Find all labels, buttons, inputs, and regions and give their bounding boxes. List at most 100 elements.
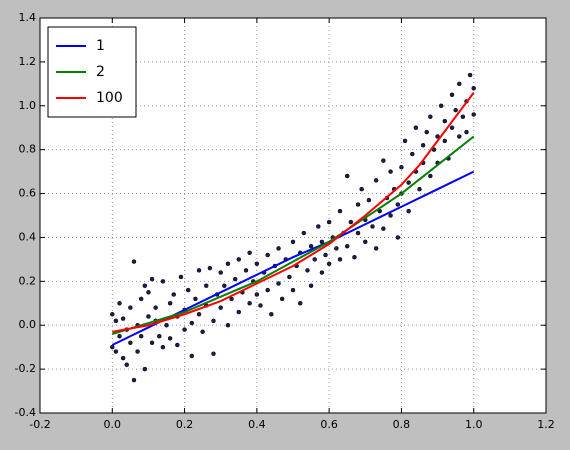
scatter-point [167, 301, 173, 306]
scatter-point [196, 268, 202, 273]
scatter-point [410, 151, 415, 157]
scatter-point [435, 134, 440, 139]
x-tick-label: -0.2 [29, 418, 50, 431]
x-tick-label: 0.4 [248, 418, 266, 431]
y-tick-label: 1.4 [19, 11, 37, 24]
scatter-point [290, 287, 296, 293]
scatter-point [120, 355, 126, 361]
scatter-point [171, 292, 176, 297]
scatter-point [395, 202, 401, 207]
scatter-point [438, 103, 444, 109]
scatter-point [178, 274, 184, 280]
scatter-point [218, 270, 223, 275]
scatter-point [110, 312, 115, 317]
scatter-point [247, 301, 252, 306]
x-tick-label: 0.8 [393, 418, 411, 431]
scatter-point [388, 213, 393, 218]
scatter-point [366, 197, 372, 203]
scatter-point [373, 246, 379, 251]
scatter-point [131, 259, 137, 264]
scatter-point [142, 366, 148, 372]
scatter-point [319, 270, 325, 275]
scatter-point [182, 327, 187, 332]
scatter-point [138, 296, 144, 302]
scatter-point [334, 246, 339, 251]
scatter-point [355, 230, 361, 236]
scatter-point [211, 351, 216, 356]
scatter-point [352, 254, 357, 260]
y-tick-label: 0.0 [19, 318, 37, 331]
scatter-point [428, 173, 433, 179]
scatter-point [457, 81, 462, 87]
scatter-point [442, 118, 448, 124]
scatter-point [308, 243, 314, 249]
x-tick-label: 0.6 [320, 418, 338, 431]
scatter-point [344, 243, 350, 249]
scatter-point [236, 309, 242, 315]
x-tick-label: 1.0 [465, 418, 483, 431]
scatter-point [312, 257, 317, 262]
scatter-point [279, 296, 285, 302]
scatter-point [370, 224, 375, 229]
y-tick-label: 0.4 [19, 230, 37, 243]
scatter-point [189, 353, 195, 359]
scatter-point [442, 138, 448, 144]
scatter-point [131, 377, 137, 383]
scatter-point [471, 112, 476, 117]
legend-label: 1 [96, 38, 105, 54]
scatter-point [464, 129, 469, 135]
scatter-point [232, 276, 238, 282]
scatter-point [164, 322, 169, 328]
scatter-point [460, 114, 466, 119]
fit-line [112, 92, 475, 333]
scatter-point [276, 246, 281, 251]
scatter-point [160, 279, 166, 284]
scatter-point [301, 230, 307, 236]
y-tick-label: -0.2 [15, 362, 36, 375]
scatter-point [359, 186, 364, 192]
scatter-point [185, 287, 191, 293]
scatter-point [135, 349, 140, 354]
scatter-point [124, 362, 129, 367]
scatter-point [142, 283, 148, 288]
scatter-point [290, 239, 296, 245]
scatter-point [355, 202, 361, 207]
scatter-point [449, 125, 455, 130]
x-tick-label: 1.2 [537, 418, 555, 431]
scatter-point [200, 329, 205, 335]
scatter-point [113, 318, 119, 324]
scatter-point [265, 252, 270, 258]
y-tick-label: 0.2 [19, 274, 37, 287]
scatter-point [424, 129, 429, 135]
scatter-point [457, 134, 462, 139]
scatter-point [225, 261, 231, 267]
scatter-point [175, 342, 180, 348]
scatter-point [138, 333, 144, 339]
scatter-point [218, 305, 223, 310]
scatter-point [258, 303, 263, 308]
scatter-point [323, 252, 328, 258]
scatter-point [265, 287, 270, 293]
scatter-point [211, 318, 216, 324]
scatter-point [337, 208, 343, 214]
scatter-point [305, 268, 310, 273]
scatter-point [297, 301, 303, 306]
scatter-point [406, 180, 411, 185]
scatter-point [399, 164, 404, 170]
scatter-point [189, 320, 195, 326]
plot-frame [39, 17, 547, 414]
y-tick-label: -0.4 [15, 406, 36, 419]
scatter-point [449, 92, 455, 98]
scatter-point [276, 281, 281, 286]
scatter-point [254, 292, 260, 297]
scatter-point [344, 173, 350, 179]
scatter-point [120, 316, 126, 321]
scatter-point [388, 169, 393, 174]
scatter-point [204, 283, 209, 288]
scatter-point [413, 125, 419, 130]
scatter-point [428, 114, 433, 119]
scatter-point [326, 219, 332, 225]
scatter-point [113, 349, 119, 354]
scatter-point [381, 158, 386, 163]
